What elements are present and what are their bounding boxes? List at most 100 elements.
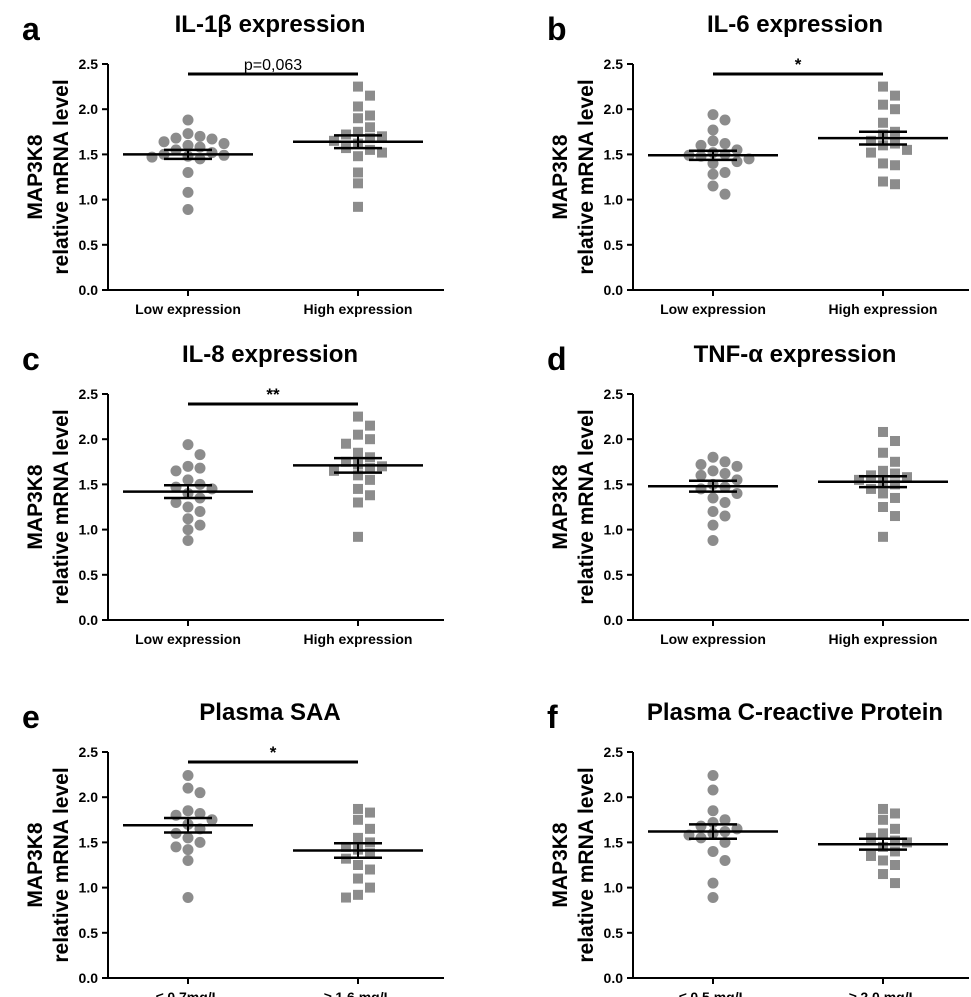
data-point — [878, 117, 888, 128]
panel-letter: d — [547, 341, 567, 377]
data-point — [707, 877, 719, 889]
data-point — [890, 860, 900, 870]
data-point — [182, 128, 194, 140]
significance-label: ** — [266, 385, 280, 404]
panel-title: Plasma SAA — [199, 699, 340, 726]
y-tick-label: 0.5 — [79, 925, 99, 941]
data-point — [353, 889, 363, 900]
data-point — [707, 168, 719, 180]
data-point — [719, 166, 731, 178]
data-point — [707, 770, 719, 782]
data-point — [353, 101, 363, 112]
x-tick-label: ≥ 2.0 mg/L — [849, 989, 918, 997]
y-tick-label: 0.0 — [604, 970, 624, 986]
data-point — [890, 878, 900, 889]
data-point — [890, 179, 900, 190]
x-tick-label: Low expression — [135, 301, 241, 317]
data-point — [878, 465, 888, 476]
data-point — [866, 147, 876, 158]
data-point — [182, 534, 194, 546]
data-point — [890, 823, 900, 834]
data-point — [890, 808, 900, 819]
data-point — [890, 846, 900, 857]
y-axis-label: MAP3K8 relative mRNA level — [549, 79, 598, 274]
data-point — [365, 110, 375, 121]
data-point — [182, 513, 194, 525]
significance-label: * — [270, 743, 277, 762]
data-point — [353, 126, 363, 137]
data-point — [182, 501, 194, 513]
data-point — [365, 848, 375, 859]
data-point — [353, 113, 363, 124]
data-point — [182, 832, 194, 844]
x-tick-label: ≤ 0.5 mg/L — [679, 989, 748, 997]
data-point — [866, 135, 876, 146]
y-tick-label: 1.0 — [604, 522, 624, 538]
y-axis-label: MAP3K8 relative mRNA level — [24, 409, 73, 604]
y-axis-label: MAP3K8 relative mRNA level — [549, 767, 598, 962]
data-point — [353, 151, 363, 162]
x-tick-label: ≤ 0.7mg/L — [156, 989, 221, 997]
data-point — [365, 90, 375, 101]
data-point — [194, 787, 206, 799]
data-point — [707, 784, 719, 796]
data-point — [878, 803, 888, 814]
data-point — [206, 814, 218, 826]
y-tick-label: 1.0 — [79, 192, 99, 208]
data-point — [353, 447, 363, 458]
data-point — [182, 805, 194, 817]
data-point — [353, 531, 363, 542]
panel-letter: c — [22, 341, 40, 377]
data-point — [341, 892, 351, 903]
data-point — [866, 483, 876, 494]
data-point — [365, 463, 375, 474]
data-point — [695, 469, 707, 481]
data-point — [182, 204, 194, 216]
data-point — [878, 488, 888, 499]
y-axis-label: MAP3K8 relative mRNA level — [24, 767, 73, 962]
y-tick-label: 0.0 — [79, 612, 99, 628]
y-axis-label-line2: relative mRNA level — [50, 767, 73, 962]
data-point — [719, 138, 731, 150]
y-tick-label: 1.5 — [79, 146, 99, 162]
y-axis-label-line2: relative mRNA level — [575, 79, 598, 274]
panel-c: c IL-8 expression MAP3K8 relative mRNA leve… — [22, 341, 444, 647]
x-tick-label: Low expression — [660, 631, 766, 647]
data-point — [182, 186, 194, 198]
data-point — [182, 892, 194, 904]
data-point — [878, 426, 888, 437]
y-axis-label-line1: MAP3K8 — [24, 464, 47, 550]
panel-letter: f — [547, 699, 558, 735]
y-axis-label: MAP3K8 relative mRNA level — [549, 409, 598, 604]
data-point — [194, 807, 206, 819]
data-point — [707, 892, 719, 904]
data-point — [182, 770, 194, 782]
y-tick-label: 2.0 — [79, 789, 99, 805]
panel-letter: e — [22, 699, 40, 735]
y-tick-label: 2.5 — [79, 744, 99, 760]
data-point — [365, 490, 375, 501]
data-point — [707, 519, 719, 531]
data-point — [365, 823, 375, 834]
x-tick-label: ≥ 1.6 mg/L — [324, 989, 393, 997]
y-axis-label-line2: relative mRNA level — [50, 409, 73, 604]
data-point — [353, 483, 363, 494]
data-point — [719, 468, 731, 480]
data-point — [890, 511, 900, 522]
data-point — [170, 465, 182, 477]
data-point — [353, 411, 363, 422]
data-point — [695, 820, 707, 832]
y-tick-label: 0.5 — [79, 237, 99, 253]
y-tick-label: 0.5 — [604, 567, 624, 583]
data-point — [707, 465, 719, 477]
data-point — [194, 836, 206, 848]
data-point — [890, 104, 900, 115]
data-point — [365, 434, 375, 445]
data-point — [206, 133, 218, 145]
y-axis-label-line1: MAP3K8 — [549, 134, 572, 220]
data-point — [329, 465, 339, 476]
data-point — [365, 807, 375, 818]
data-point — [707, 805, 719, 817]
data-point — [365, 864, 375, 875]
data-point — [890, 456, 900, 467]
